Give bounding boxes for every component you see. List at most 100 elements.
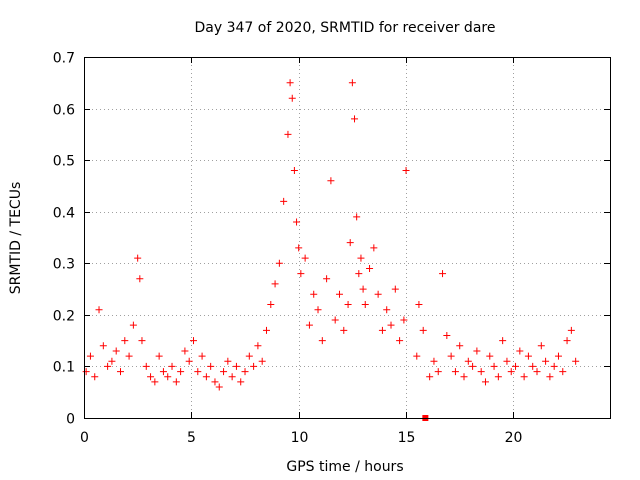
- data-point: [391, 285, 399, 293]
- data-point: [99, 342, 107, 350]
- data-point: [194, 368, 202, 376]
- data-point: [378, 326, 386, 334]
- data-point: [359, 285, 367, 293]
- data-point: [559, 368, 567, 376]
- y-tick-label: 0: [66, 412, 75, 428]
- data-point: [563, 337, 571, 345]
- data-point: [181, 347, 189, 355]
- data-point: [503, 357, 511, 365]
- y-tick-label: 0.3: [53, 257, 75, 273]
- data-point: [460, 373, 468, 381]
- data-point: [355, 270, 363, 278]
- data-point: [147, 373, 155, 381]
- data-points: [82, 79, 580, 421]
- x-axis-label: GPS time / hours: [286, 459, 403, 475]
- data-point: [138, 337, 146, 345]
- data-point: [447, 352, 455, 360]
- y-axis-label: SRMTID / TECUs: [8, 182, 24, 295]
- data-point: [430, 357, 438, 365]
- chart-title: Day 347 of 2020, SRMTID for receiver dar…: [195, 20, 496, 36]
- data-point: [136, 275, 144, 283]
- data-point: [202, 373, 210, 381]
- axes: 0 0.1 0.2 0.3 0.4 0.5 0.6 0.7 0 5 10 15 20: [53, 51, 610, 446]
- x-tick-label: 5: [187, 430, 196, 446]
- data-point: [537, 342, 545, 350]
- data-point: [129, 321, 137, 329]
- y-tick-label: 0.2: [53, 309, 75, 325]
- data-point: [529, 362, 537, 370]
- data-point: [207, 362, 215, 370]
- data-point: [520, 373, 528, 381]
- data-point: [134, 254, 142, 262]
- data-point: [542, 357, 550, 365]
- y-tick-label: 0.7: [53, 51, 75, 67]
- data-point: [297, 270, 305, 278]
- data-point: [490, 362, 498, 370]
- data-point: [82, 368, 90, 376]
- data-point: [374, 290, 382, 298]
- data-point: [546, 373, 554, 381]
- data-point: [383, 306, 391, 314]
- grid-lines: [84, 57, 610, 418]
- data-point: [155, 352, 163, 360]
- data-point: [159, 368, 167, 376]
- data-point: [550, 362, 558, 370]
- data-point: [275, 259, 283, 267]
- data-point: [443, 331, 451, 339]
- data-point: [280, 197, 288, 205]
- data-point: [172, 378, 180, 386]
- data-point: [220, 368, 228, 376]
- data-point: [353, 213, 361, 221]
- data-point: [413, 352, 421, 360]
- plot-frame: [84, 57, 611, 419]
- data-point: [91, 373, 99, 381]
- data-point: [224, 357, 232, 365]
- data-point: [402, 166, 410, 174]
- data-point: [507, 368, 515, 376]
- data-point: [125, 352, 133, 360]
- data-point: [366, 264, 374, 272]
- data-point: [426, 373, 434, 381]
- data-point: [112, 347, 120, 355]
- data-point: [572, 357, 580, 365]
- data-point: [512, 362, 520, 370]
- data-point: [419, 326, 427, 334]
- data-point: [494, 373, 502, 381]
- data-point: [215, 383, 223, 391]
- data-point: [267, 301, 275, 309]
- data-point: [177, 368, 185, 376]
- data-point: [254, 342, 262, 350]
- data-point: [370, 244, 378, 252]
- data-point: [456, 342, 464, 350]
- data-point: [348, 79, 356, 87]
- data-point: [290, 166, 298, 174]
- data-point: [318, 337, 326, 345]
- data-point: [344, 301, 352, 309]
- y-tick-label: 0.6: [53, 103, 75, 119]
- data-point: [357, 254, 365, 262]
- data-point: [524, 352, 532, 360]
- data-point: [116, 368, 124, 376]
- data-point: [198, 352, 206, 360]
- data-point: [481, 378, 489, 386]
- data-point: [473, 347, 481, 355]
- data-point: [262, 326, 270, 334]
- data-point: [314, 306, 322, 314]
- data-point: [310, 290, 318, 298]
- data-point: [451, 368, 459, 376]
- data-point: [434, 368, 442, 376]
- x-tick-label: 10: [291, 430, 309, 446]
- data-point: [295, 244, 303, 252]
- data-point: [477, 368, 485, 376]
- data-point: [327, 177, 335, 185]
- data-point: [104, 362, 112, 370]
- data-point: [286, 79, 294, 87]
- data-point: [288, 94, 296, 102]
- data-point: [340, 326, 348, 334]
- data-point: [361, 301, 369, 309]
- data-point: [164, 373, 172, 381]
- data-point: [400, 316, 408, 324]
- data-point: [250, 362, 258, 370]
- data-point: [554, 352, 562, 360]
- data-point: [142, 362, 150, 370]
